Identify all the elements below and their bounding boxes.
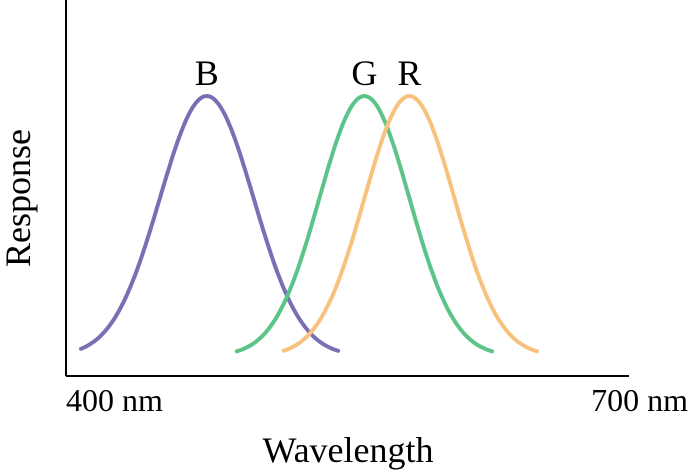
y-axis-label: Response [0,129,38,267]
series-label-r: R [397,53,421,93]
curve-r [281,94,539,354]
curve-g [234,94,494,354]
x-axis-label: Wavelength [262,430,433,470]
curve-b [79,94,341,353]
x-tick-label-end: 700 nm [591,382,688,418]
series-curves [79,94,539,354]
x-tick-label-start: 400 nm [66,382,163,418]
series-label-g: G [351,53,377,93]
series-label-b: B [195,53,219,93]
